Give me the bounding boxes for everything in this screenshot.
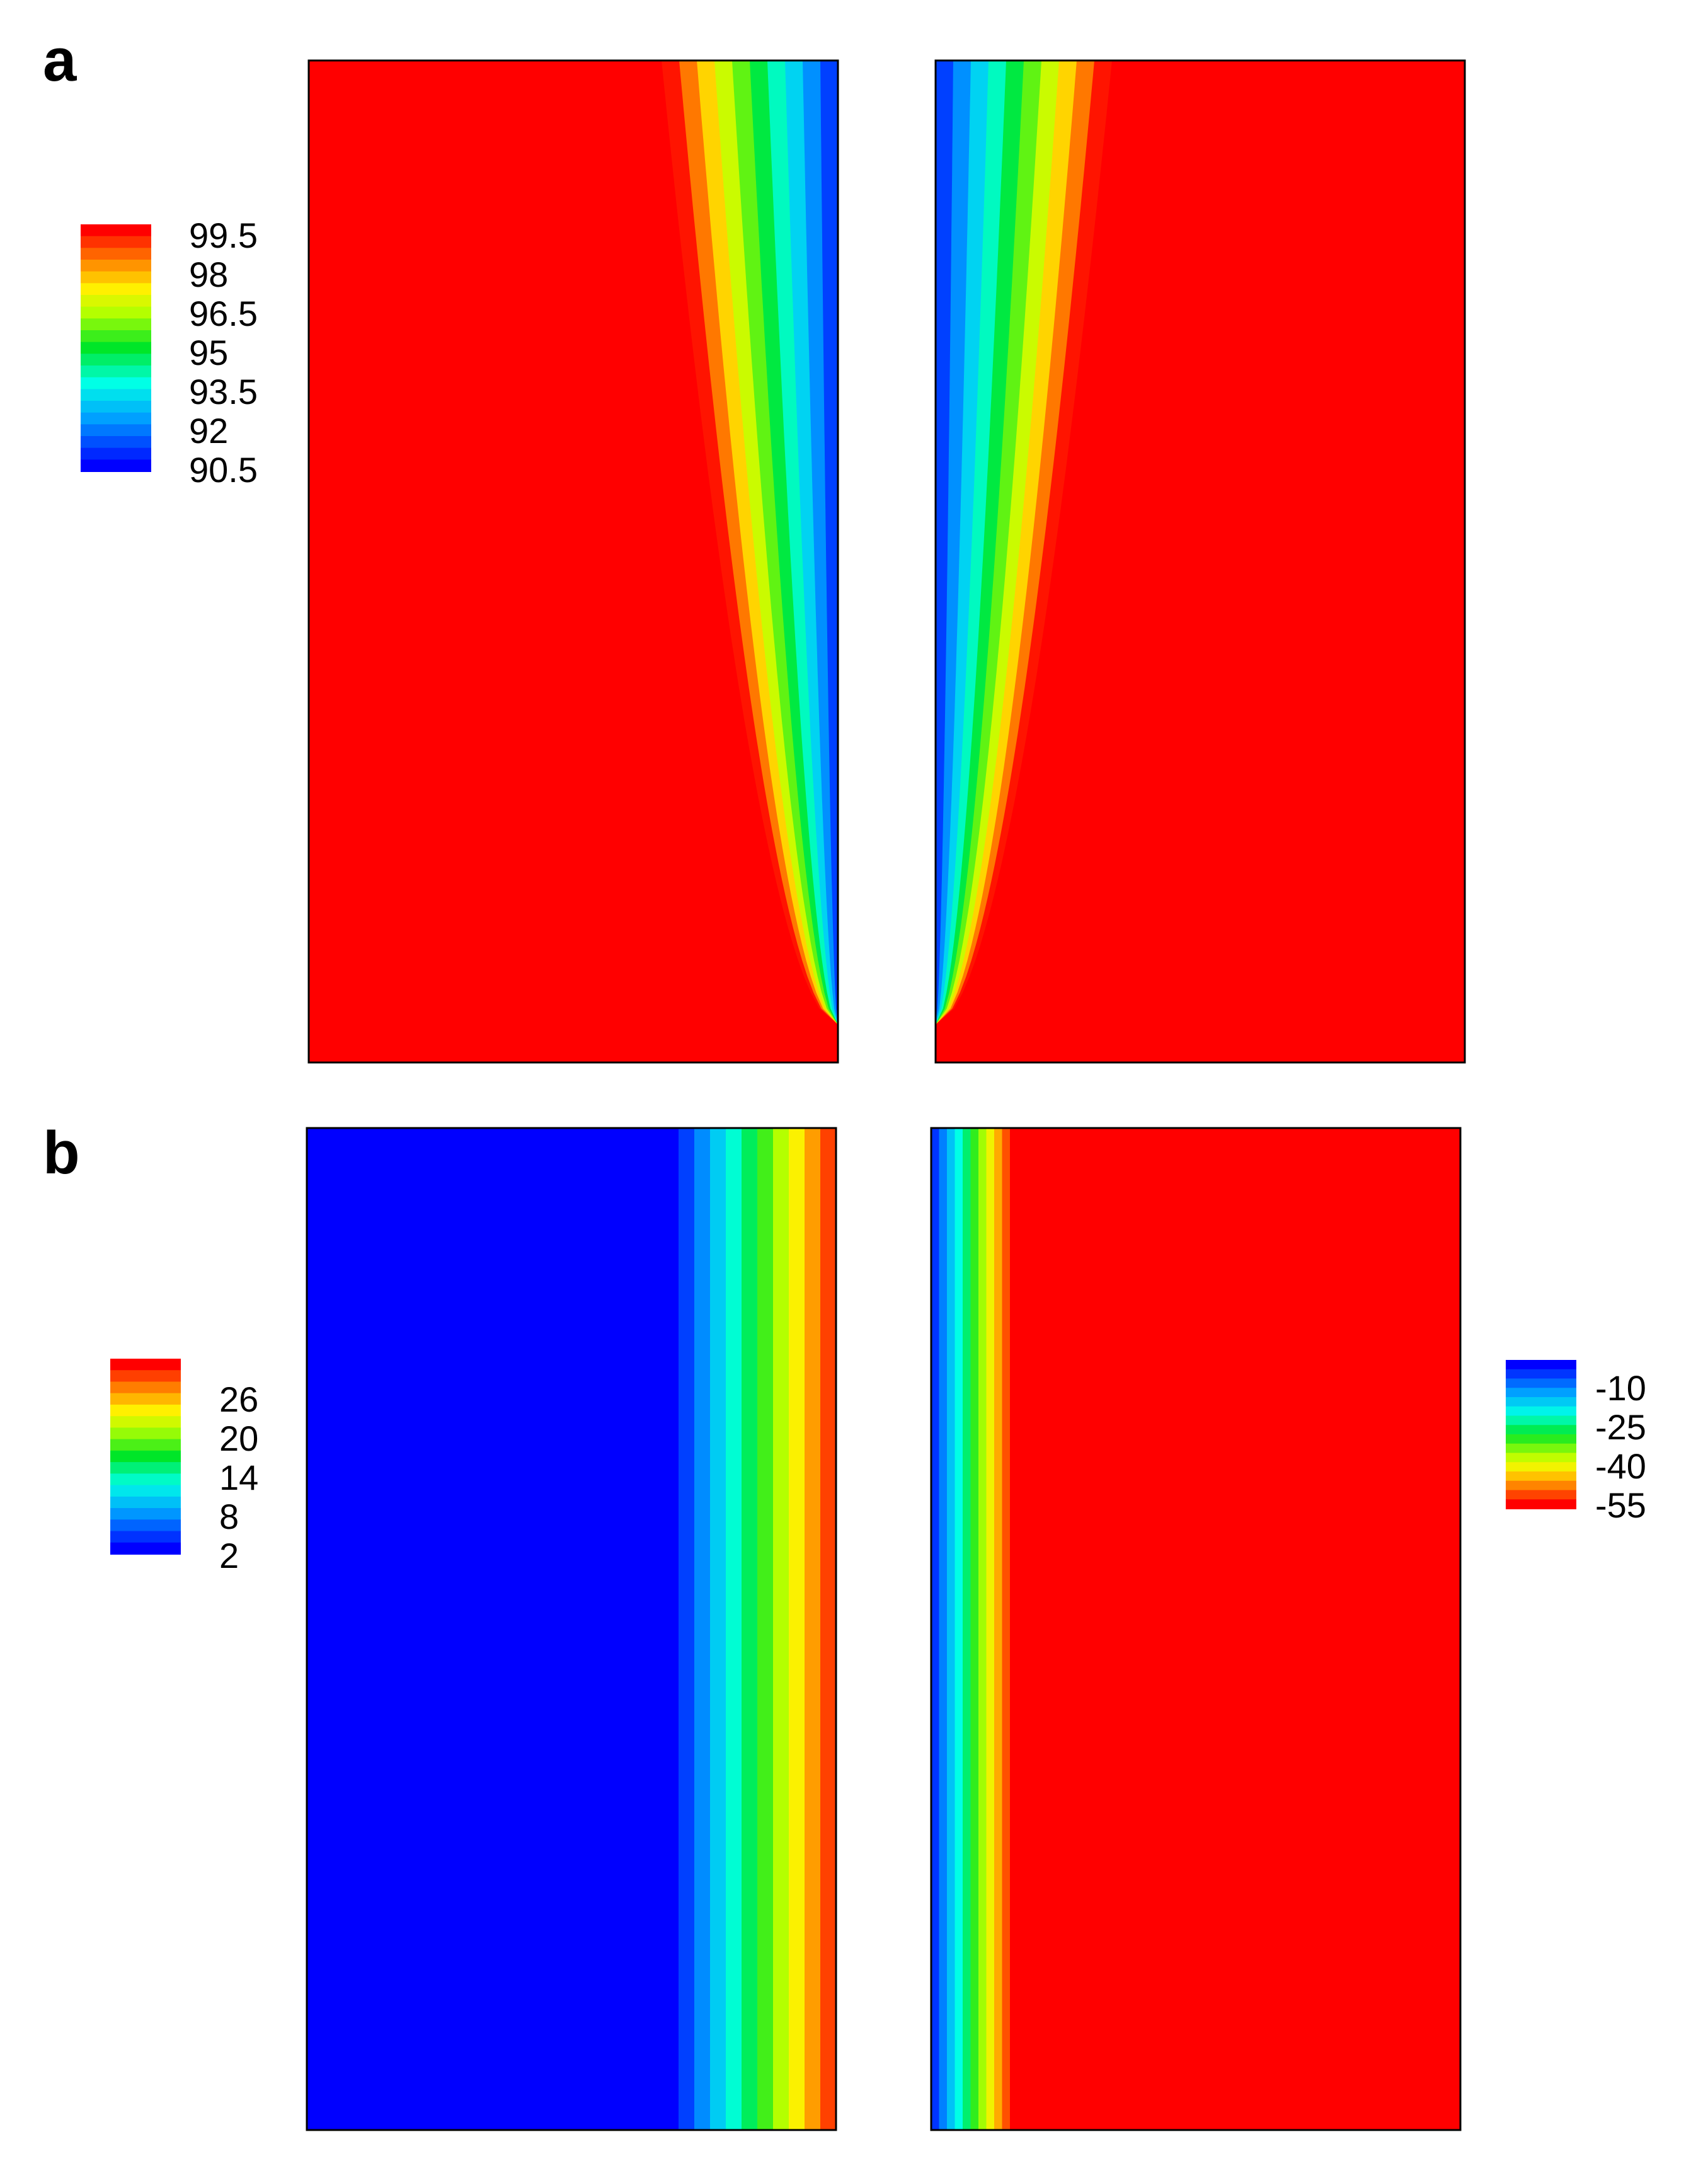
panel-b-letter: b — [43, 1119, 80, 1187]
panel-a: a 99.5 98 96.5 95 93.5 92 90.5 — [43, 26, 1466, 1064]
legend-label: 96.5 — [189, 294, 258, 333]
colorbar-swatch — [1506, 1462, 1576, 1472]
panel-a-left-frame — [307, 59, 839, 1064]
colorbar-swatch — [1506, 1499, 1576, 1509]
colorbar-swatch — [81, 412, 151, 425]
contour-band — [820, 1128, 836, 2130]
colorbar-swatch — [1506, 1378, 1576, 1389]
panel-a-right-frame — [934, 59, 1466, 1064]
colorbar-swatch — [81, 447, 151, 461]
colorbar-swatch — [110, 1450, 181, 1463]
colorbar-swatch — [81, 342, 151, 355]
colorbar-swatch — [1506, 1388, 1576, 1398]
colorbar-swatch — [1506, 1443, 1576, 1454]
colorbar-swatch — [110, 1519, 181, 1532]
colorbar-swatch — [110, 1393, 181, 1405]
panel-b-left-contour — [307, 1128, 836, 2130]
panel-a-right-contour — [936, 60, 1465, 1062]
legend-label: -40 — [1595, 1446, 1646, 1486]
panel-b-right-contour — [931, 1128, 1460, 2130]
colorbar-swatch — [81, 260, 151, 272]
colorbar-swatch — [110, 1496, 181, 1509]
colorbar-swatch — [81, 248, 151, 260]
legend-label: 26 — [219, 1379, 258, 1419]
colorbar-swatch — [1506, 1360, 1576, 1370]
colorbar-swatch — [81, 318, 151, 331]
legend-label: 14 — [219, 1458, 258, 1497]
legend-label: -55 — [1595, 1485, 1646, 1525]
colorbar-swatch — [81, 401, 151, 413]
colorbar-swatch — [81, 436, 151, 449]
colorbar-swatch — [81, 424, 151, 437]
colorbar-swatch — [81, 459, 151, 472]
colorbar-swatch — [81, 224, 151, 237]
colorbar-swatch — [110, 1370, 181, 1383]
panel-a-letter: a — [43, 26, 77, 94]
colorbar-swatch — [81, 283, 151, 296]
legend-label: 2 — [219, 1536, 239, 1575]
colorbar-swatch — [110, 1531, 181, 1543]
contour-band — [931, 1128, 939, 2130]
colorbar-swatch — [110, 1473, 181, 1486]
legend-label: 98 — [189, 255, 228, 294]
panel-b: b 26 20 14 8 2 -10 -25 -40 -55 — [43, 1119, 1646, 2131]
colorbar-swatch — [81, 366, 151, 378]
colorbar-swatch — [110, 1439, 181, 1451]
colorbar-swatch — [1506, 1406, 1576, 1417]
colorbar-swatch — [110, 1427, 181, 1440]
colorbar-swatch — [1506, 1434, 1576, 1444]
colorbar-swatch — [1506, 1415, 1576, 1426]
colorbar-swatch — [1506, 1453, 1576, 1463]
colorbar-swatch — [110, 1404, 181, 1417]
panel-a-colorbar-labels: 99.5 98 96.5 95 93.5 92 90.5 — [189, 216, 258, 490]
colorbar-swatch — [110, 1416, 181, 1429]
contour-band — [931, 1128, 1460, 2130]
panel-b-left-colorbar-labels: 26 20 14 8 2 — [219, 1379, 258, 1575]
panel-a-colorbar: 99.5 98 96.5 95 93.5 92 90.5 — [81, 216, 258, 490]
panel-b-left-frame — [306, 1127, 837, 2131]
panel-b-left-colorbar: 26 20 14 8 2 — [110, 1359, 258, 1575]
colorbar-swatch — [81, 306, 151, 320]
panel-b-right-colorbar: -10 -25 -40 -55 — [1506, 1360, 1646, 1525]
legend-label: -10 — [1595, 1368, 1646, 1408]
colorbar-swatch — [81, 389, 151, 401]
panel-b-right-colorbar-labels: -10 -25 -40 -55 — [1595, 1368, 1646, 1525]
legend-label: 90.5 — [189, 450, 258, 490]
colorbar-swatch — [1506, 1425, 1576, 1435]
colorbar-swatch — [1506, 1490, 1576, 1500]
colorbar-swatch — [1506, 1471, 1576, 1482]
legend-label: 93.5 — [189, 372, 258, 412]
legend-label: 92 — [189, 411, 228, 451]
panel-b-right-frame — [930, 1127, 1462, 2131]
legend-label: -25 — [1595, 1407, 1646, 1447]
colorbar-swatch — [81, 354, 151, 366]
colorbar-swatch — [110, 1462, 181, 1475]
legend-label: 20 — [219, 1419, 258, 1458]
contour-band — [936, 60, 953, 1025]
colorbar-swatch — [81, 271, 151, 284]
colorbar-swatch — [1506, 1480, 1576, 1491]
colorbar-swatch — [110, 1542, 181, 1555]
colorbar-swatch — [1506, 1397, 1576, 1407]
colorbar-swatch — [110, 1485, 181, 1497]
contour-band — [820, 60, 838, 1025]
colorbar-swatch — [110, 1508, 181, 1521]
legend-label: 95 — [189, 333, 228, 372]
colorbar-swatch — [1506, 1369, 1576, 1379]
colorbar-swatch — [81, 377, 151, 390]
legend-label: 8 — [219, 1497, 239, 1536]
colorbar-swatch — [81, 236, 151, 249]
colorbar-swatch — [110, 1381, 181, 1394]
legend-label: 99.5 — [189, 216, 258, 255]
colorbar-swatch — [110, 1359, 181, 1371]
panel-a-left-contour — [309, 60, 838, 1062]
colorbar-swatch — [81, 330, 151, 343]
colorbar-swatch — [81, 295, 151, 308]
